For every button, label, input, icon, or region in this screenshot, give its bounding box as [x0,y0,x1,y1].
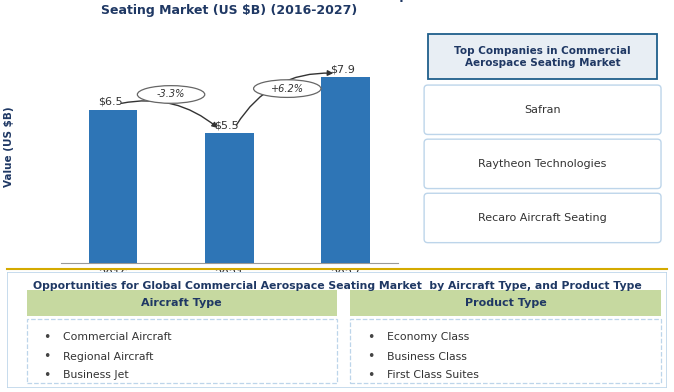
Bar [321,77,370,263]
Title: Trends and Forecast for the Global Commercial Aerospace
Seating Market (US $B) (: Trends and Forecast for the Global Comme… [26,0,433,16]
FancyBboxPatch shape [350,290,661,316]
Bar [88,110,137,263]
Text: Raytheon Technologies: Raytheon Technologies [479,159,607,169]
FancyBboxPatch shape [7,272,667,388]
Text: $5.5: $5.5 [214,120,239,131]
Text: •: • [43,350,51,363]
Text: Regional Aircraft: Regional Aircraft [63,352,153,362]
Text: Top Companies in Commercial
Aerospace Seating Market: Top Companies in Commercial Aerospace Se… [454,46,631,68]
Text: Business Class: Business Class [387,352,466,362]
Text: Recaro Aircraft Seating: Recaro Aircraft Seating [478,213,607,223]
FancyBboxPatch shape [26,319,337,383]
Ellipse shape [137,86,205,103]
Text: Product Type: Product Type [464,298,547,308]
Text: Value (US $B): Value (US $B) [4,107,13,187]
Text: Opportunities for Global Commercial Aerospace Seating Market  by Aircraft Type, : Opportunities for Global Commercial Aero… [32,281,642,291]
Text: •: • [43,369,51,382]
Bar [205,133,253,263]
FancyBboxPatch shape [350,319,661,383]
Text: •: • [367,350,374,363]
Text: $6.5: $6.5 [98,97,123,107]
Text: Commercial Aircraft: Commercial Aircraft [63,332,171,342]
Text: +6.2%: +6.2% [271,83,304,94]
FancyBboxPatch shape [424,193,661,243]
Text: Economy Class: Economy Class [387,332,469,342]
Text: •: • [43,331,51,344]
Text: Business Jet: Business Jet [63,370,129,380]
FancyBboxPatch shape [424,139,661,189]
Text: First Class Suites: First Class Suites [387,370,479,380]
FancyBboxPatch shape [428,34,657,79]
Text: Source: Lucintel: Source: Lucintel [310,283,404,293]
Text: Aircraft Type: Aircraft Type [142,298,222,308]
FancyBboxPatch shape [424,85,661,134]
Ellipse shape [253,80,321,98]
Text: Safran: Safran [524,105,561,115]
FancyBboxPatch shape [26,290,337,316]
Text: •: • [367,369,374,382]
Text: $7.9: $7.9 [330,64,355,74]
Text: -3.3%: -3.3% [157,89,185,100]
Text: •: • [367,331,374,344]
